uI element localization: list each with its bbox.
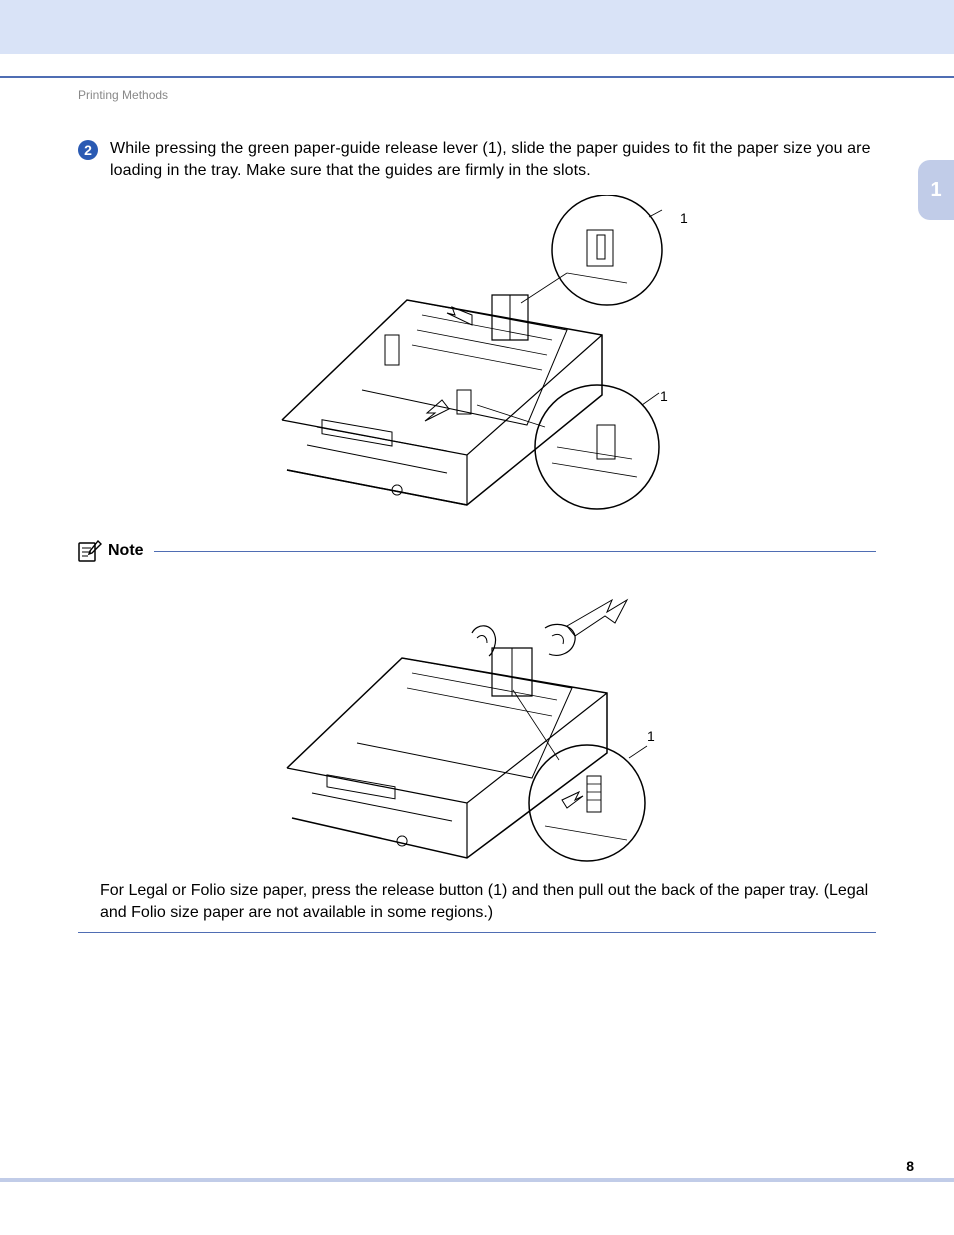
tray-extend-svg: [277, 578, 677, 868]
step-2-row: 2 While pressing the green paper-guide r…: [78, 138, 876, 181]
figure-tray-extend: [277, 578, 677, 868]
note-rule-top: [154, 551, 876, 552]
step-instruction-text: While pressing the green paper-guide rel…: [110, 138, 876, 181]
chapter-tab: 1: [918, 160, 954, 220]
tray-diagram-svg: [267, 195, 687, 515]
breadcrumb: Printing Methods: [78, 88, 168, 102]
step-number-badge: 2: [78, 140, 98, 160]
note-body-text: For Legal or Folio size paper, press the…: [100, 880, 876, 923]
page-number: 8: [906, 1158, 914, 1174]
note-rule-bottom: [78, 932, 876, 933]
callout-label-note-1: 1: [647, 728, 655, 744]
note-label: Note: [108, 542, 144, 560]
header-rule: [0, 76, 954, 78]
figure-paper-guides: [267, 195, 687, 515]
callout-label-1b: 1: [660, 388, 668, 404]
page-footer-rule: [0, 1178, 954, 1182]
note-header: Note: [78, 540, 876, 562]
header-band: [0, 0, 954, 54]
callout-label-1a: 1: [680, 210, 688, 226]
note-icon: [78, 540, 102, 562]
